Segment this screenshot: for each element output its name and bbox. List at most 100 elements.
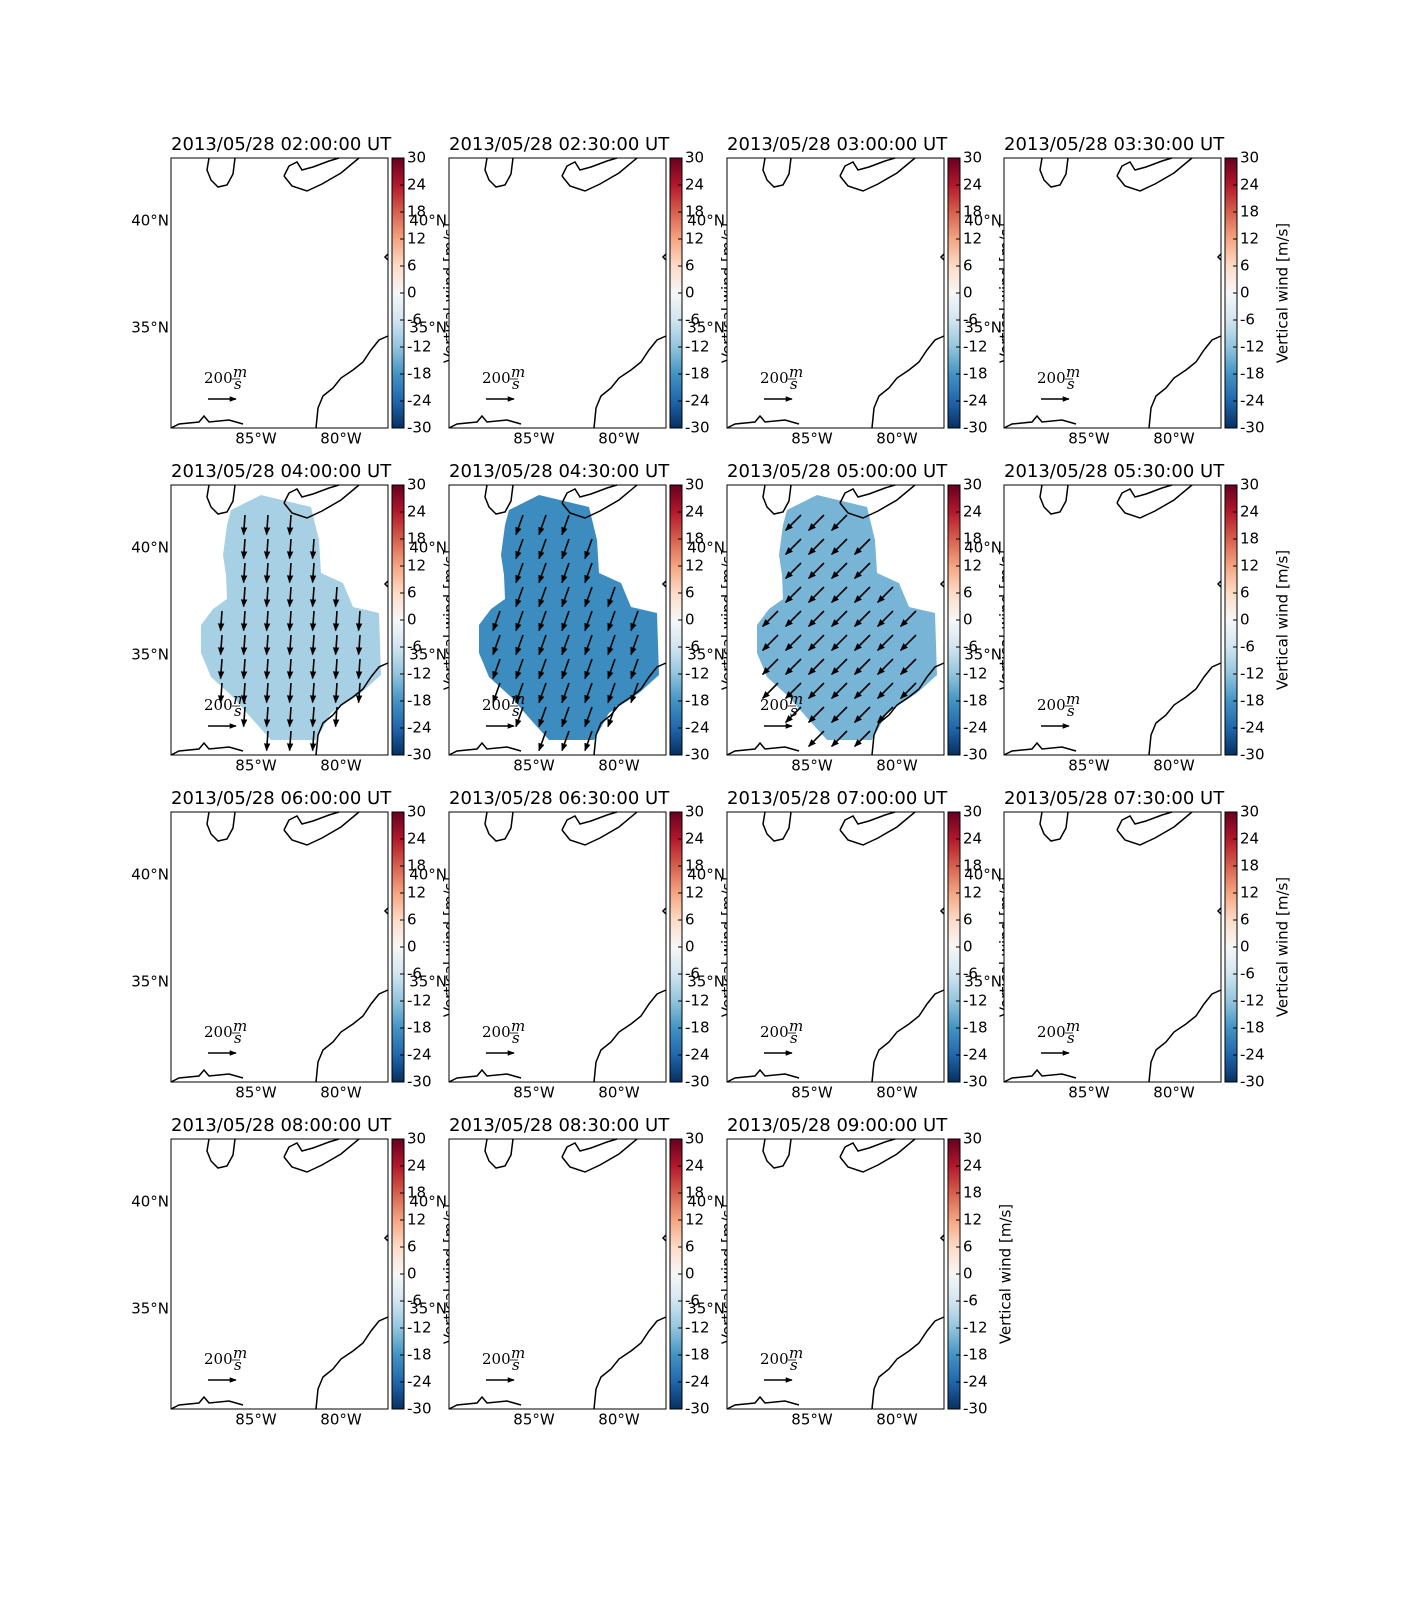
wind-arrow	[515, 706, 524, 728]
wind-arrow	[286, 562, 294, 584]
coastline	[484, 811, 514, 842]
colorbar-tick-label: 0	[963, 611, 973, 629]
lat-tick-label: 35°N	[131, 973, 169, 991]
coastline	[939, 907, 945, 915]
lat-tick-label: 35°N	[409, 319, 447, 337]
coastline	[1039, 484, 1069, 515]
lon-tick-label: 80°W	[876, 1411, 918, 1429]
coastline	[661, 1234, 667, 1242]
wind-arrow	[808, 562, 825, 579]
coastline	[762, 484, 792, 515]
colorbar-tick-label: -6	[685, 311, 700, 329]
wind-arrow	[785, 706, 802, 723]
colorbar-tick-label: -30	[685, 1073, 710, 1091]
wind-arrow	[762, 634, 779, 651]
wind-arrow	[831, 682, 848, 699]
wind-arrow	[538, 730, 547, 752]
wind-arrow	[217, 610, 225, 632]
lon-tick-label: 85°W	[513, 430, 555, 448]
wind-arrow	[286, 610, 294, 632]
panel: 2013/05/28 07:30:00 UT 200 ms 35°N 40°N 85°W 8…	[964, 788, 1291, 1102]
coastline	[170, 741, 244, 756]
wind-arrow	[240, 634, 248, 656]
colorbar-tick-label: -18	[1240, 692, 1265, 710]
axes-frame	[170, 484, 389, 756]
wind-arrow	[286, 514, 294, 536]
wind-arrow	[355, 634, 363, 656]
panel-title: 2013/05/28 06:00:00 UT	[171, 788, 392, 809]
coastline	[839, 1138, 896, 1158]
colorbar-tick-label: -12	[1240, 665, 1265, 683]
wind-arrow	[584, 658, 593, 680]
quiver-key-unit-den: s	[512, 375, 520, 393]
colorbar-tick-label: 18	[407, 530, 426, 548]
wind-arrow	[607, 658, 616, 680]
colorbar-tick-label: 30	[963, 476, 982, 494]
lon-tick-label: 80°W	[876, 757, 918, 775]
quiver-key-unit-num: m	[1066, 690, 1080, 708]
colorbar-tick-label: 24	[1240, 830, 1259, 848]
coastline	[561, 484, 618, 504]
wind-arrow	[561, 586, 570, 608]
quiver-key-unit-num: m	[233, 363, 247, 381]
lon-tick-label: 80°W	[320, 430, 362, 448]
colorbar-tick-label: 12	[407, 230, 426, 248]
wind-arrow	[630, 658, 639, 680]
coastline	[661, 253, 667, 261]
wind-arrow	[286, 682, 294, 704]
wind-arrow	[808, 538, 825, 555]
colorbar-tick-label: -24	[1240, 392, 1265, 410]
wind-arrow	[332, 658, 340, 680]
quiver-key-unit-den: s	[234, 702, 242, 720]
lat-tick-label: 40°N	[964, 539, 1002, 557]
coastline	[1216, 907, 1222, 915]
lon-tick-label: 85°W	[1068, 757, 1110, 775]
wind-arrow	[808, 706, 825, 723]
coastline	[871, 1316, 945, 1410]
quiver-key-label: 200	[482, 1350, 511, 1368]
quiver-key-label: 200	[760, 1350, 789, 1368]
colorbar-tick-label: -6	[963, 638, 978, 656]
colorbar-tick-label: -30	[963, 1073, 988, 1091]
colorbar-tick-label: 6	[963, 257, 973, 275]
lon-tick-label: 85°W	[235, 1084, 277, 1102]
colorbar-tick-label: -24	[963, 1373, 988, 1391]
colorbar-tick-label: 24	[963, 830, 982, 848]
coastline	[170, 1068, 244, 1083]
colorbar-tick-label: 30	[685, 149, 704, 167]
lon-tick-label: 85°W	[513, 1411, 555, 1429]
lat-tick-label: 35°N	[131, 646, 169, 664]
coastline	[1116, 157, 1173, 177]
quiver-key-unit-num: m	[233, 690, 247, 708]
coastline	[762, 1138, 792, 1169]
colorbar-tick-label: -24	[685, 392, 710, 410]
quiver-key-label: 200	[204, 696, 233, 714]
colorbar-tick-label: -24	[685, 1373, 710, 1391]
colorbar-tick-label: -6	[407, 638, 422, 656]
colorbar-tick-label: -12	[685, 1319, 710, 1337]
colorbar-tick-label: 18	[963, 203, 982, 221]
wind-arrow	[900, 610, 917, 627]
coastline	[1116, 157, 1193, 192]
colorbar-tick-label: 6	[407, 1238, 417, 1256]
colorbar-tick-label: 6	[963, 1238, 973, 1256]
panel: 2013/05/28 09:00:00 UT 200 ms 35°N 40°N 85°W 8…	[687, 1115, 1014, 1429]
wind-arrow	[309, 730, 317, 752]
wind-arrow	[854, 706, 871, 723]
wind-arrow	[854, 562, 871, 579]
coastline	[593, 989, 667, 1083]
coastline	[448, 414, 522, 429]
colorbar-tick-label: -12	[685, 665, 710, 683]
wind-arrow	[854, 682, 871, 699]
colorbar-tick-label: -30	[1240, 746, 1265, 764]
colorbar-tick-label: -24	[1240, 719, 1265, 737]
quiver-key-label: 200	[482, 1023, 511, 1041]
coastline	[839, 157, 916, 192]
colorbar-tick-label: -6	[407, 1292, 422, 1310]
lat-tick-label: 40°N	[409, 1193, 447, 1211]
coastline	[1116, 484, 1173, 504]
lon-tick-label: 80°W	[320, 1411, 362, 1429]
wind-arrow	[854, 730, 871, 747]
quiver-key-unit-num: m	[789, 363, 803, 381]
coastline	[206, 157, 236, 188]
